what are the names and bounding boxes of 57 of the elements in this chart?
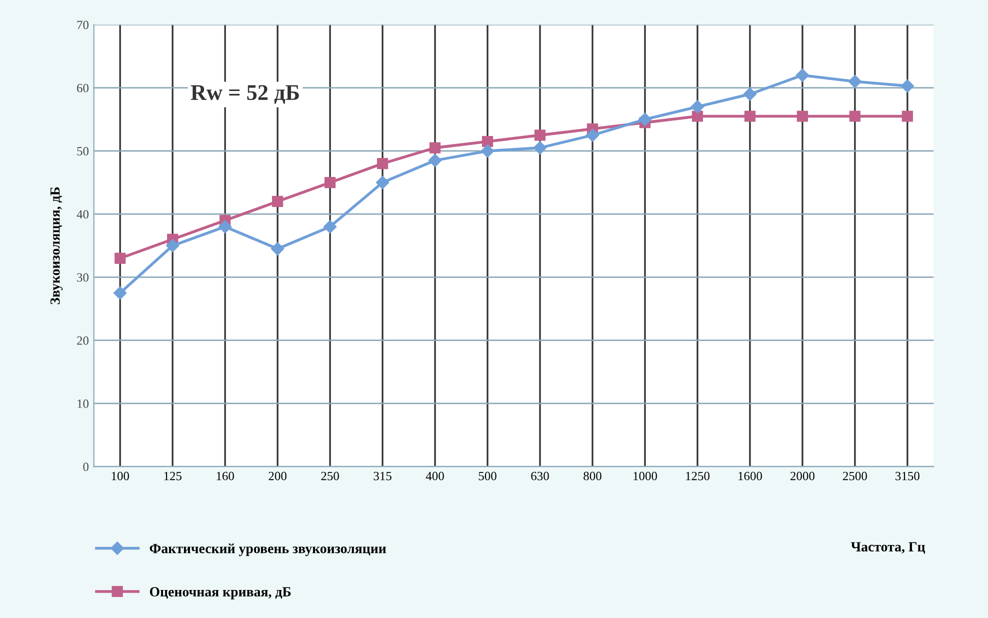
x-tick-label: 630 bbox=[531, 472, 549, 480]
point bbox=[166, 239, 180, 252]
point bbox=[218, 220, 232, 234]
x-tick-label: 1600 bbox=[738, 472, 762, 480]
x-tick-label: 100 bbox=[112, 472, 129, 480]
point bbox=[690, 100, 704, 114]
point bbox=[429, 142, 441, 154]
x-tick-label: 2500 bbox=[842, 472, 867, 480]
point bbox=[114, 252, 126, 264]
point bbox=[638, 112, 652, 126]
x-tick-label: 400 bbox=[426, 472, 444, 480]
y-tick-label: 20 bbox=[77, 336, 89, 345]
x-tick-label: 160 bbox=[216, 472, 234, 480]
y-tick-label: 10 bbox=[78, 399, 89, 408]
point bbox=[324, 176, 336, 188]
x-tick-label: 800 bbox=[584, 472, 602, 480]
legend-label: Оценочная кривая, дБ bbox=[150, 587, 291, 600]
point bbox=[744, 110, 756, 122]
point bbox=[482, 136, 494, 148]
x-tick-label: 1250 bbox=[686, 472, 710, 480]
x-tick-label: 3150 bbox=[896, 472, 920, 480]
point bbox=[323, 220, 337, 234]
point bbox=[272, 196, 284, 208]
point bbox=[902, 110, 913, 122]
point bbox=[692, 110, 704, 122]
y-tick-label: 50 bbox=[77, 146, 89, 156]
point bbox=[796, 110, 808, 122]
point bbox=[114, 286, 127, 300]
x-tick-label: 500 bbox=[478, 472, 496, 480]
point bbox=[534, 130, 546, 141]
y-tick-label: 60 bbox=[77, 84, 89, 92]
x-tick-label: 315 bbox=[374, 472, 392, 480]
x-axis-title: Частота, Гц bbox=[851, 542, 926, 554]
annotation: Rw = 52 дБ bbox=[190, 85, 299, 104]
point bbox=[376, 158, 388, 170]
point bbox=[743, 88, 757, 101]
point bbox=[796, 68, 810, 82]
y-tick-label: 0 bbox=[83, 462, 89, 472]
point bbox=[848, 74, 862, 88]
y-tick-label: 70 bbox=[77, 20, 89, 30]
x-tick-label: 125 bbox=[164, 472, 182, 480]
point bbox=[586, 128, 600, 142]
x-tick-label: 250 bbox=[321, 472, 339, 480]
x-tick-label: 1000 bbox=[634, 472, 657, 480]
x-tick-label: 200 bbox=[268, 472, 286, 480]
point bbox=[376, 176, 390, 190]
point bbox=[480, 144, 494, 158]
x-tick-label: 2000 bbox=[790, 472, 814, 480]
legend-label: Фактический уровень звукоизоляции bbox=[150, 544, 386, 556]
y-tick-label: 40 bbox=[76, 210, 89, 219]
point bbox=[900, 79, 914, 93]
point bbox=[428, 154, 442, 168]
point bbox=[270, 242, 284, 256]
y-tick-label: 30 bbox=[77, 273, 89, 282]
point bbox=[849, 110, 860, 122]
y-axis-title: Звукоизоляция, дБ bbox=[50, 187, 63, 304]
point bbox=[533, 141, 547, 154]
